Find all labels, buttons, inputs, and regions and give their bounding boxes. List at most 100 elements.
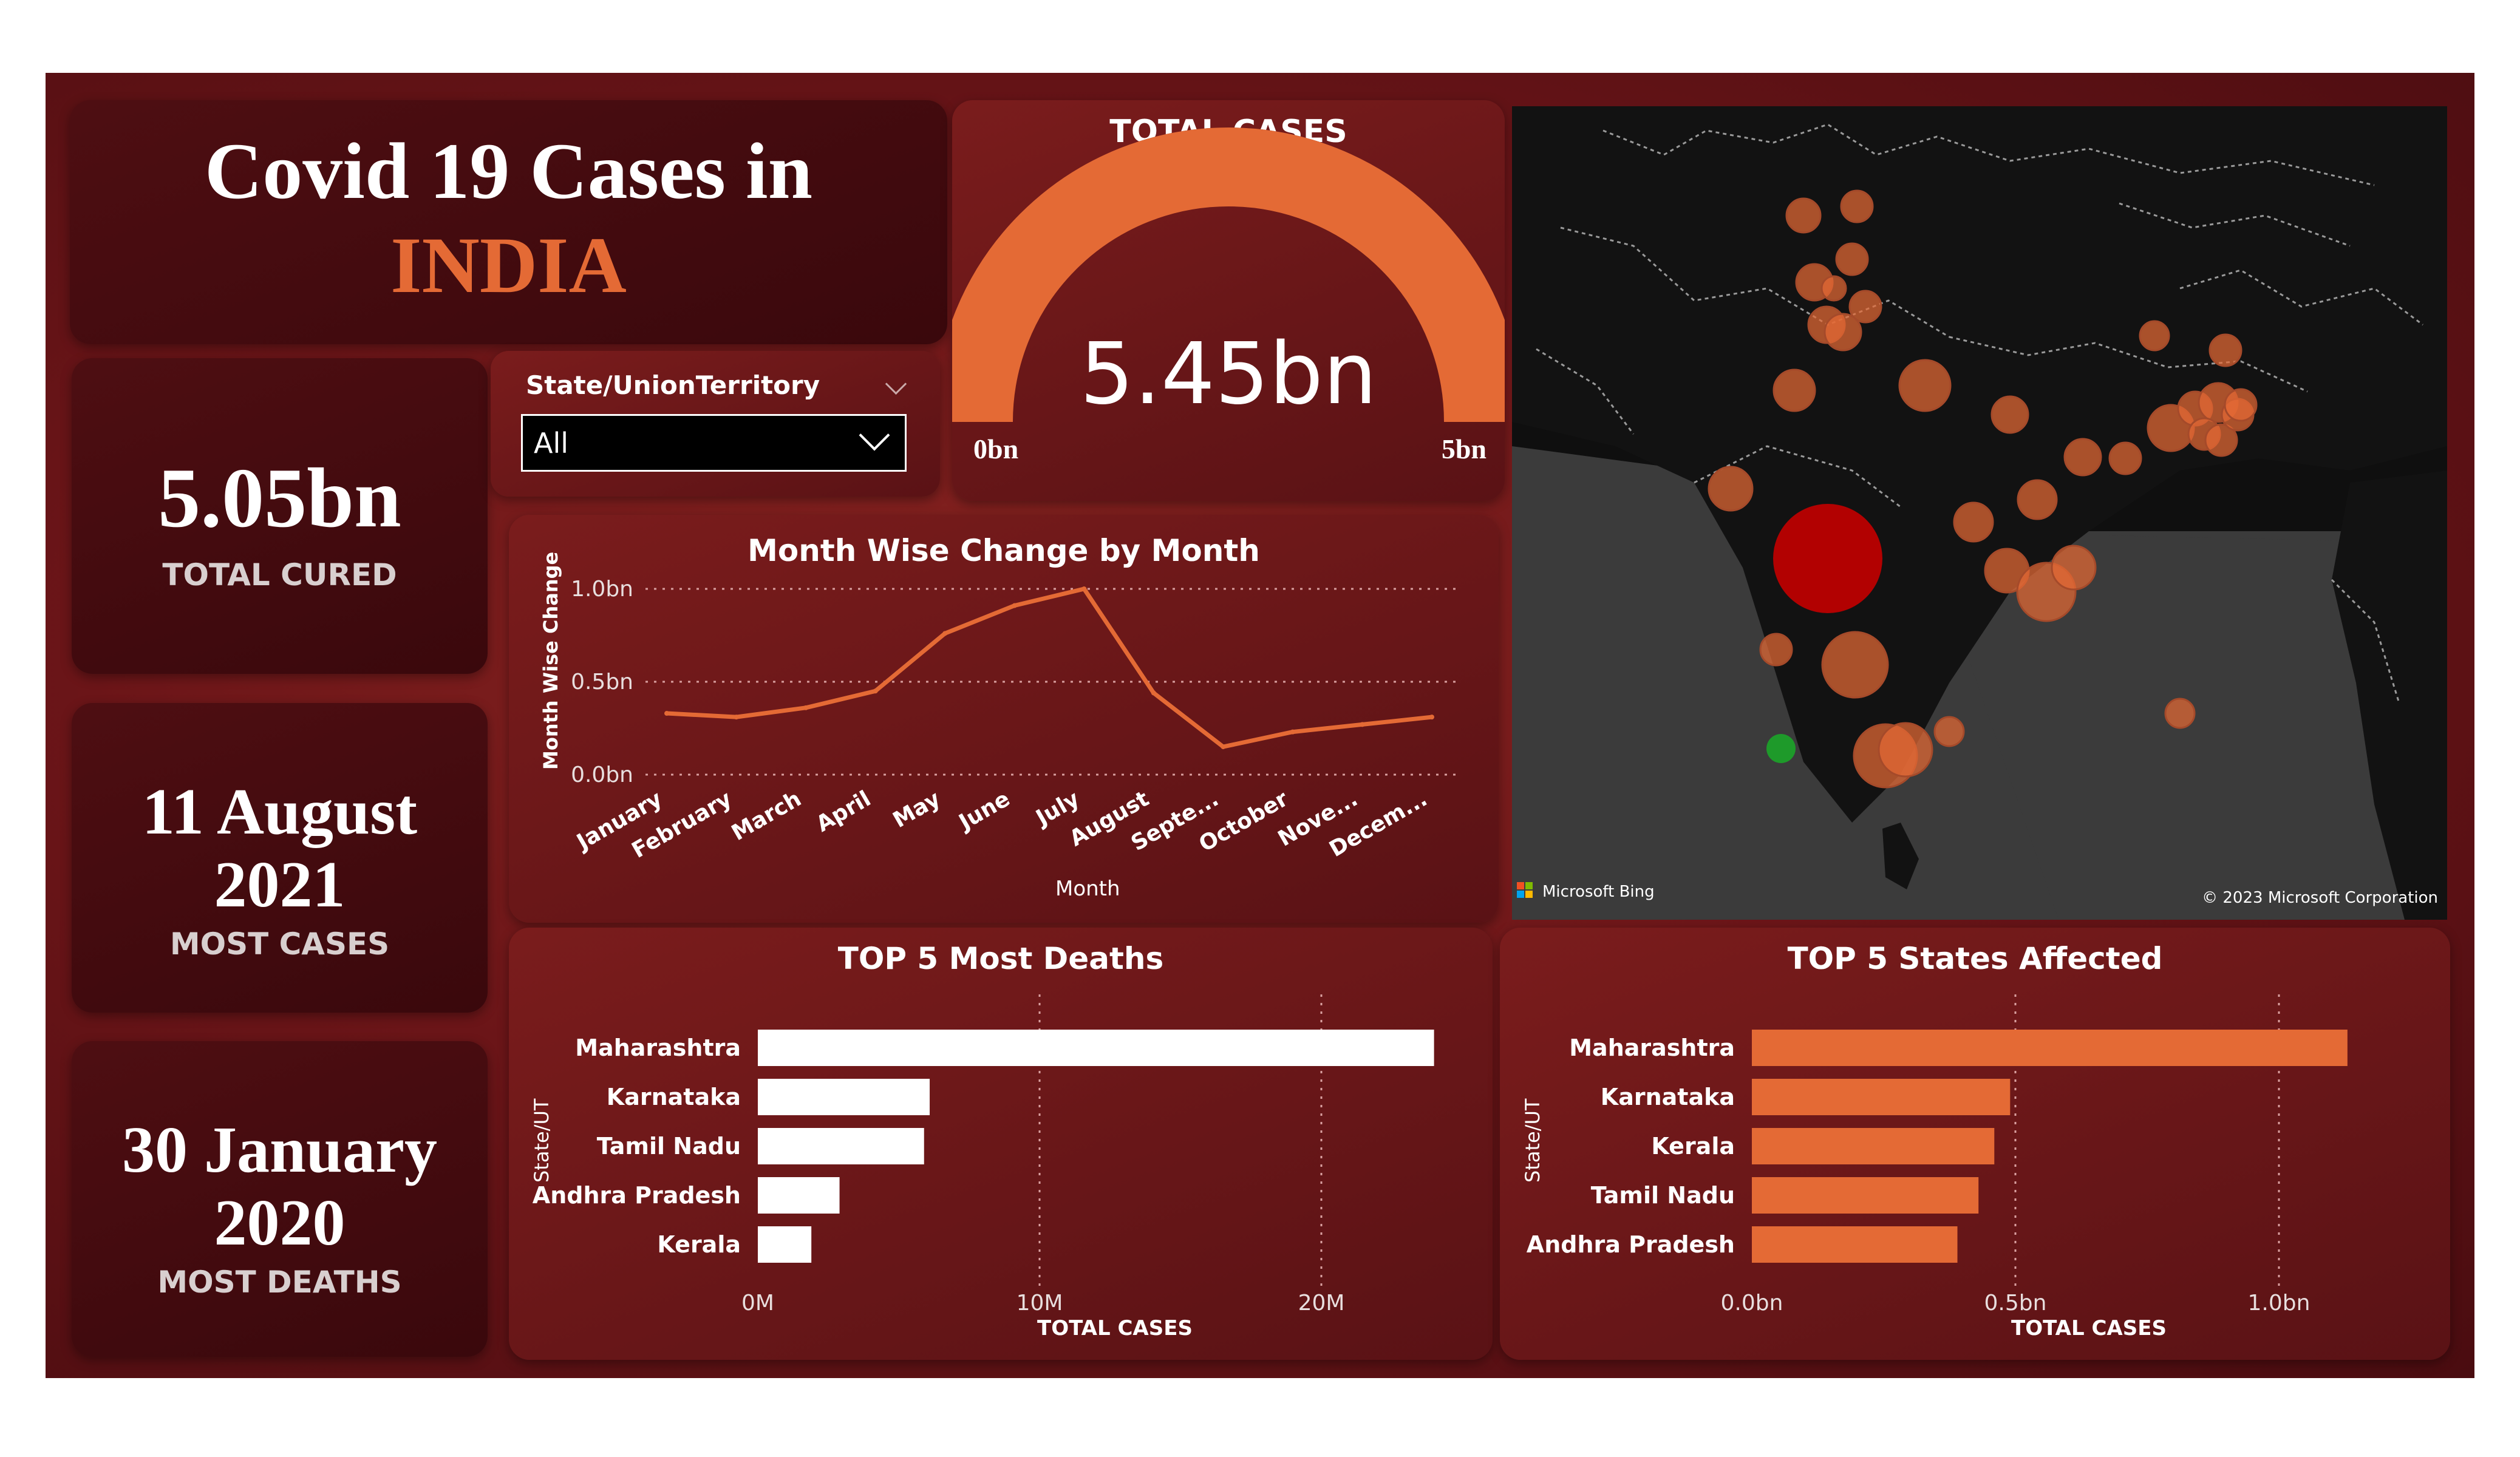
map-bubble-1[interactable] — [1840, 189, 1874, 223]
slicer-chevron-icon[interactable] — [885, 373, 907, 395]
map-bubble-32[interactable] — [1933, 716, 1965, 747]
deaths-chart-svg: 0M 10M 20M Maharashtra Karnataka Tamil Nadu An… — [533, 994, 1434, 1316]
bar-4[interactable] — [1752, 1226, 1958, 1263]
map-bubble-33[interactable] — [2164, 698, 2196, 729]
map-bubble-11[interactable] — [2139, 320, 2170, 352]
map-bubble-16[interactable] — [2108, 441, 2142, 475]
map-bubble-14[interactable] — [2017, 479, 2058, 520]
map-attribution-right: © 2023 Microsoft Corporation — [2202, 889, 2438, 907]
map-bubble-0[interactable] — [1785, 197, 1822, 234]
gauge-card: TOTAL CASES 5.45bn 0bn 5bn — [952, 100, 1505, 501]
line-point-3[interactable] — [873, 688, 878, 694]
bar-1[interactable] — [758, 1079, 930, 1115]
map-bubble-green[interactable] — [1766, 734, 1796, 763]
bar-1[interactable] — [1752, 1079, 2011, 1115]
x-tick-0: 0.0bn — [1721, 1291, 1783, 1316]
kpi-total-cured-value: 5.05bn — [158, 451, 401, 545]
bar-2[interactable] — [758, 1128, 924, 1164]
map-bubble-22[interactable] — [2224, 388, 2258, 422]
states-chart-ylabel: State/UT — [1521, 1098, 1544, 1183]
map-bubble-31[interactable] — [1878, 722, 1933, 778]
page-title: Covid 19 Cases in — [204, 126, 813, 216]
map-bubble-28[interactable] — [1759, 633, 1793, 667]
kpi-total-cured-card: 5.05bn TOTAL CURED — [72, 358, 488, 674]
states-chart-title: TOP 5 States Affected — [1787, 941, 2163, 976]
map-bubble-maharashtra[interactable] — [1773, 504, 1882, 613]
kpi-most-cases-value-line1: 11 August — [141, 776, 418, 848]
india-map-svg[interactable]: Microsoft Bing © 2023 Microsoft Corporat… — [1512, 106, 2447, 920]
states-chart-xlabel: TOTAL CASES — [2011, 1316, 2167, 1340]
line-chart-xlabel: Month — [1055, 877, 1120, 901]
line-ytick-1: 0.5bn — [571, 670, 633, 695]
kpi-most-cases-card: 11 August 2021 MOST CASES — [72, 703, 488, 1013]
bar-0[interactable] — [1752, 1030, 2348, 1066]
bar-3[interactable] — [758, 1177, 840, 1214]
map-bubble-4[interactable] — [1820, 275, 1847, 302]
x-tick-1: 10M — [1017, 1291, 1063, 1316]
bar-3[interactable] — [1752, 1177, 1979, 1214]
deaths-chart-title: TOP 5 Most Deaths — [837, 941, 1164, 976]
gauge-min-label: 0bn — [973, 433, 1019, 464]
bar-2[interactable] — [1752, 1128, 1995, 1164]
line-point-8[interactable] — [1221, 744, 1226, 750]
line-xtick-2: March — [727, 786, 806, 846]
bar-0[interactable] — [758, 1030, 1434, 1066]
kpi-most-deaths-value-line2: 2020 — [214, 1187, 346, 1259]
kpi-most-cases-label: MOST CASES — [169, 926, 390, 962]
line-point-11[interactable] — [1429, 715, 1434, 720]
border-lines — [1536, 123, 2423, 702]
line-point-0[interactable] — [664, 711, 669, 716]
bar-label-3: Tamil Nadu — [1591, 1182, 1735, 1209]
map-bubble-5[interactable] — [1848, 290, 1882, 324]
kpi-most-deaths-label: MOST DEATHS — [157, 1265, 402, 1300]
line-point-2[interactable] — [803, 705, 809, 710]
bing-logo — [1517, 882, 1533, 898]
line-point-4[interactable] — [942, 631, 948, 636]
map-bubble-7[interactable] — [1824, 313, 1862, 352]
map-bubble-12[interactable] — [2208, 333, 2242, 367]
bar-label-4: Andhra Pradesh — [1527, 1231, 1735, 1258]
bar-label-1: Karnataka — [1601, 1084, 1735, 1110]
line-ytick-2: 1.0bn — [571, 577, 633, 602]
arabian-sea — [1512, 446, 1816, 713]
bar-label-2: Tamil Nadu — [597, 1133, 741, 1160]
line-chart-title: Month Wise Change by Month — [747, 533, 1260, 568]
map-bubble-29[interactable] — [1821, 631, 1889, 699]
line-chart-ylabel: Month Wise Change — [539, 551, 562, 770]
line-point-10[interactable] — [1360, 722, 1365, 727]
map-bubble-23[interactable] — [1708, 466, 1754, 512]
chevron-down-icon — [859, 419, 890, 451]
line-point-5[interactable] — [1012, 603, 1017, 608]
map-bubble-10[interactable] — [1990, 395, 2029, 434]
title-card: Covid 19 Cases in INDIA — [70, 100, 947, 344]
gauge-svg — [952, 127, 1505, 423]
states-chart-svg: 0.0bn 0.5bn 1.0bn Maharashtra Karnataka Keral… — [1527, 994, 2348, 1316]
bar-label-0: Maharashtra — [1569, 1034, 1735, 1061]
page-title-country: INDIA — [390, 220, 627, 310]
bar-label-1: Karnataka — [607, 1084, 741, 1110]
line-point-7[interactable] — [1151, 690, 1156, 696]
map-card[interactable]: Microsoft Bing © 2023 Microsoft Corporat… — [1512, 106, 2447, 920]
landmass-southeast — [2332, 470, 2447, 920]
line-point-6[interactable] — [1081, 586, 1087, 591]
map-bubble-8[interactable] — [1773, 368, 1816, 412]
landmass-srilanka — [1882, 823, 1919, 889]
map-bubble-25[interactable] — [1953, 501, 1994, 543]
line-xtick-4: May — [889, 786, 945, 833]
bar-label-4: Kerala — [657, 1231, 741, 1258]
line-xtick-3: April — [812, 786, 875, 837]
line-point-1[interactable] — [734, 715, 739, 720]
map-bubble-27[interactable] — [2051, 545, 2097, 591]
line-point-9[interactable] — [1290, 729, 1295, 735]
bar-label-3: Andhra Pradesh — [533, 1182, 741, 1209]
map-bubble-13[interactable] — [2063, 438, 2102, 477]
state-dropdown[interactable]: All — [521, 414, 907, 472]
map-bubble-2[interactable] — [1835, 242, 1869, 276]
gauge-fill — [952, 127, 1505, 423]
states-chart-card: TOP 5 States Affected 0.0bn 0.5bn 1.0bn Mah… — [1500, 928, 2450, 1360]
map-bubbles — [1708, 189, 2258, 789]
gauge-value: 5.45bn — [1080, 325, 1377, 424]
map-bubble-9[interactable] — [1898, 359, 1952, 412]
bar-4[interactable] — [758, 1226, 812, 1263]
map-bubble-20[interactable] — [2204, 423, 2238, 457]
